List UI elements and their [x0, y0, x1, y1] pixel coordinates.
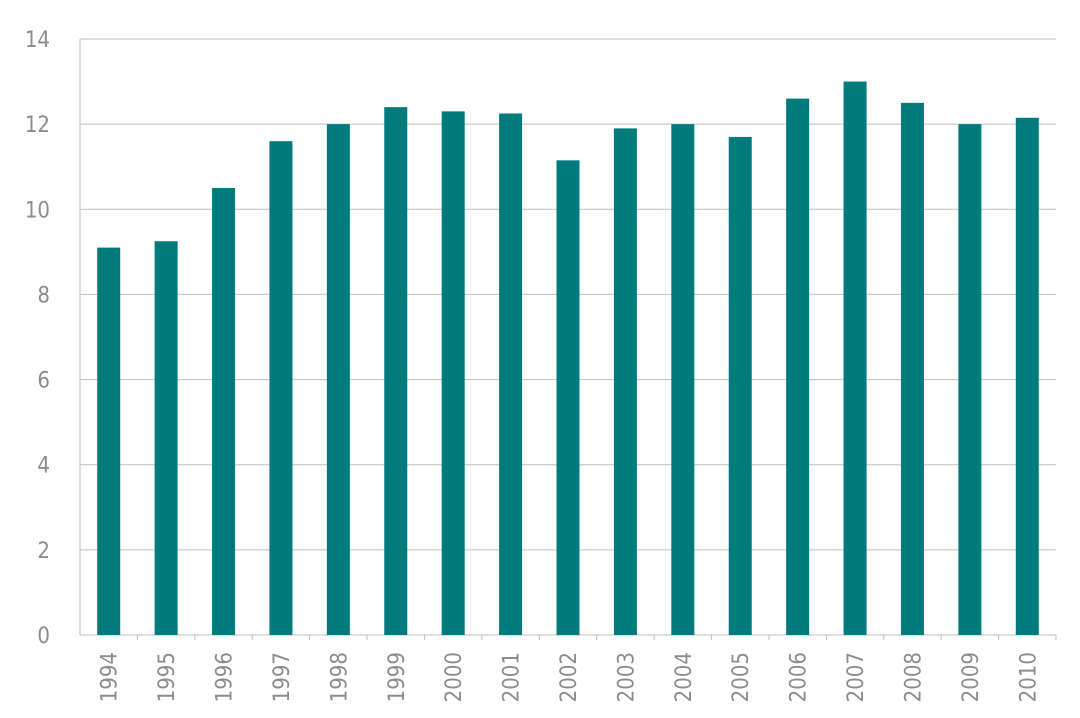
y-tick-label: 0: [37, 624, 50, 649]
bar: [900, 102, 924, 636]
bar: [671, 124, 695, 636]
x-tick-label: 2002: [557, 652, 582, 702]
y-axis: 0 2 4 6 8 10 12 14: [25, 28, 50, 649]
x-axis: 1994 1995 1996 1997 1998 1999 2000 2001 2002 2003…: [98, 635, 1057, 702]
bar: [154, 241, 178, 635]
bar: [843, 81, 867, 636]
y-tick-label: 8: [37, 283, 50, 308]
y-tick-label: 10: [25, 198, 50, 223]
x-tick-label: 2003: [614, 652, 639, 702]
x-tick-label: 2006: [787, 652, 812, 702]
bar: [499, 113, 523, 635]
bar: [1015, 117, 1039, 635]
x-tick-label: 2007: [844, 652, 869, 702]
x-tick-label: 1998: [327, 652, 352, 702]
x-tick-label: 1996: [213, 652, 238, 702]
x-tick-label: 2000: [442, 652, 467, 702]
y-tick-label: 4: [37, 454, 50, 479]
y-tick-label: 14: [25, 28, 50, 53]
y-tick-label: 12: [25, 113, 50, 138]
bar: [269, 141, 293, 635]
bar: [384, 107, 408, 636]
bar: [728, 136, 752, 635]
bars: [97, 81, 1039, 636]
bar: [613, 128, 637, 635]
bar: [97, 247, 121, 635]
bar: [786, 98, 810, 636]
y-tick-label: 6: [37, 369, 50, 394]
x-tick-label: 2004: [672, 652, 697, 702]
bar: [212, 188, 236, 635]
x-tick-label: 2008: [901, 652, 926, 702]
x-tick-label: 1997: [270, 652, 295, 702]
bar: [326, 124, 350, 636]
bar: [441, 111, 465, 635]
x-tick-label: 1994: [98, 652, 123, 702]
x-tick-label: 2001: [500, 652, 525, 702]
y-tick-label: 2: [37, 539, 50, 564]
bar: [556, 160, 580, 636]
x-tick-label: 1995: [155, 652, 180, 702]
x-tick-label: 2005: [729, 652, 754, 702]
x-tick-label: 1999: [385, 652, 410, 702]
bar: [958, 124, 982, 636]
x-tick-label: 2009: [959, 652, 984, 702]
x-tick-label: 2010: [1016, 652, 1041, 702]
